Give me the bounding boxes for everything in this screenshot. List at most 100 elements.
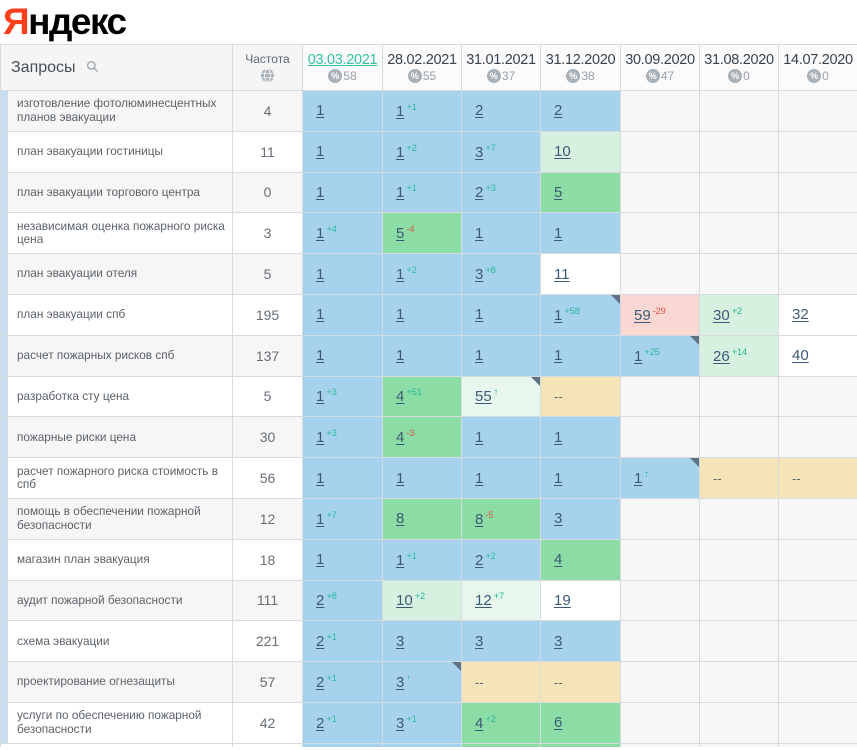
position-link[interactable]: 1: [475, 469, 484, 487]
position-link[interactable]: 19: [554, 591, 571, 609]
query-cell[interactable]: план эвакуации спб: [0, 293, 233, 336]
date-label[interactable]: 03.03.2021: [307, 51, 378, 68]
position-link[interactable]: 3: [554, 632, 563, 650]
position-link[interactable]: 3: [475, 143, 484, 161]
position-link[interactable]: 1: [316, 265, 325, 283]
query-cell[interactable]: план эвакуации гостиницы: [0, 130, 233, 173]
position-link[interactable]: 2: [475, 184, 484, 202]
position-link[interactable]: 1: [634, 347, 643, 365]
position-link[interactable]: 2: [316, 714, 325, 732]
date-column-header[interactable]: 31.01.2021 % 37: [461, 44, 541, 91]
position-link[interactable]: 1: [475, 428, 484, 446]
position-link[interactable]: 5: [396, 225, 405, 243]
row-select-strip[interactable]: [1, 540, 8, 580]
position-link[interactable]: 1: [396, 347, 405, 365]
position-link[interactable]: 59: [634, 306, 651, 324]
position-link[interactable]: 8: [475, 510, 484, 528]
row-select-strip[interactable]: [1, 91, 8, 131]
row-select-strip[interactable]: [1, 254, 8, 294]
position-link[interactable]: 2: [316, 592, 325, 610]
position-link[interactable]: 1: [396, 469, 405, 487]
position-link[interactable]: 2: [316, 674, 325, 692]
row-select-strip[interactable]: [1, 458, 8, 498]
position-link[interactable]: 2: [475, 551, 484, 569]
query-cell[interactable]: разработка сту цена: [0, 375, 233, 418]
position-link[interactable]: 1: [316, 429, 325, 447]
position-link[interactable]: 2: [554, 102, 563, 120]
row-select-strip[interactable]: [1, 295, 8, 335]
date-label[interactable]: 31.12.2020: [545, 51, 616, 68]
date-label[interactable]: 31.01.2021: [466, 51, 536, 68]
query-cell[interactable]: изготовление фотолюминесцентных планов э…: [0, 90, 233, 132]
position-link[interactable]: 3: [396, 632, 405, 650]
row-select-strip[interactable]: [1, 581, 8, 620]
position-link[interactable]: 1: [316, 225, 325, 243]
date-column-header[interactable]: 30.09.2020 % 47: [620, 44, 700, 91]
query-cell[interactable]: расчет пожарных рисков спб: [0, 334, 233, 377]
row-select-strip[interactable]: [1, 132, 8, 172]
query-cell[interactable]: услуги по обеспечению пожарной безопасно…: [0, 701, 233, 744]
position-link[interactable]: 32: [792, 306, 809, 324]
position-link[interactable]: 1: [316, 551, 325, 569]
row-select-strip[interactable]: [1, 213, 8, 253]
query-cell[interactable]: план эвакуации отеля: [0, 253, 233, 295]
position-link[interactable]: 1: [554, 306, 563, 324]
position-link[interactable]: 1: [475, 306, 484, 324]
position-link[interactable]: 55: [475, 388, 492, 406]
position-link[interactable]: 1: [554, 469, 563, 487]
position-link[interactable]: 11: [554, 265, 570, 283]
position-link[interactable]: 1: [316, 388, 325, 406]
position-link[interactable]: 10: [554, 143, 571, 161]
position-link[interactable]: 1: [554, 428, 563, 446]
position-link[interactable]: 3: [475, 266, 484, 284]
position-link[interactable]: 26: [713, 347, 730, 365]
position-link[interactable]: 1: [396, 143, 405, 161]
query-cell[interactable]: магазин план эвакуация: [0, 538, 233, 581]
row-select-strip[interactable]: [1, 336, 8, 376]
position-link[interactable]: 1: [475, 347, 484, 365]
date-label[interactable]: 31.08.2020: [704, 51, 774, 68]
row-select-strip[interactable]: [1, 417, 8, 457]
position-link[interactable]: 3: [475, 632, 484, 650]
date-column-header[interactable]: 03.03.2021 % 58: [302, 44, 383, 91]
date-label[interactable]: 28.02.2021: [387, 51, 457, 68]
position-link[interactable]: 8: [396, 510, 405, 528]
position-link[interactable]: 4: [475, 714, 484, 732]
search-icon[interactable]: [86, 60, 99, 73]
position-link[interactable]: 4: [396, 429, 405, 447]
date-column-header[interactable]: 28.02.2021 % 55: [382, 44, 462, 91]
query-cell[interactable]: схема эвакуации: [0, 620, 233, 663]
position-link[interactable]: 1: [396, 306, 405, 324]
query-cell[interactable]: помощь в обеспечении пожарной безопаснос…: [0, 497, 233, 540]
position-link[interactable]: 3: [396, 674, 405, 692]
position-link[interactable]: 4: [396, 388, 405, 406]
row-select-strip[interactable]: [1, 703, 8, 743]
position-link[interactable]: 3: [396, 714, 405, 732]
query-cell[interactable]: пожарные риски цена: [0, 416, 233, 459]
position-link[interactable]: 1: [316, 510, 325, 528]
position-link[interactable]: 1: [396, 184, 405, 202]
position-link[interactable]: 1: [316, 347, 325, 365]
position-link[interactable]: 2: [475, 102, 484, 120]
position-link[interactable]: 1: [475, 224, 484, 242]
position-link[interactable]: 1: [554, 224, 563, 242]
position-link[interactable]: 2: [316, 633, 325, 651]
query-cell[interactable]: аудит пожарной безопасности: [0, 579, 233, 622]
position-link[interactable]: 1: [316, 183, 325, 201]
date-column-header[interactable]: 14.07.2020 % 0: [778, 44, 857, 91]
position-link[interactable]: 1: [634, 470, 643, 488]
position-link[interactable]: 4: [554, 551, 563, 569]
row-select-strip[interactable]: [1, 173, 8, 212]
row-select-strip[interactable]: [1, 662, 8, 702]
position-link[interactable]: 1: [316, 469, 325, 487]
position-link[interactable]: 10: [396, 592, 413, 610]
date-column-header[interactable]: 31.12.2020 % 38: [540, 44, 621, 91]
row-select-strip[interactable]: [1, 499, 8, 539]
date-label[interactable]: 30.09.2020: [625, 51, 695, 68]
query-cell[interactable]: проектирование огнезащиты: [0, 661, 233, 703]
position-link[interactable]: 6: [554, 714, 563, 732]
position-link[interactable]: 1: [316, 102, 325, 120]
position-link[interactable]: 1: [396, 266, 405, 284]
query-cell[interactable]: независимая оценка пожарного риска цена: [0, 212, 233, 255]
date-label[interactable]: 14.07.2020: [783, 51, 853, 68]
